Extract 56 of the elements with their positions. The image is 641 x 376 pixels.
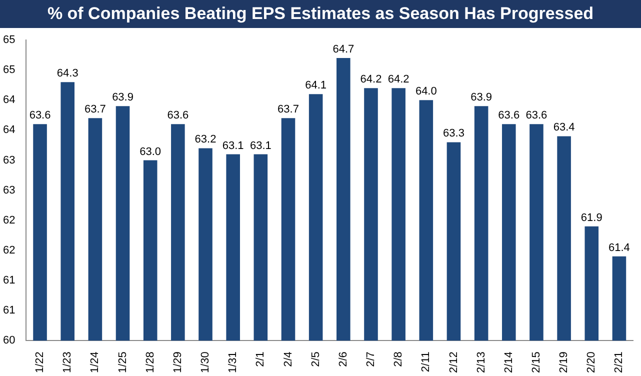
- data-label: 63.2: [194, 134, 216, 146]
- data-label: 63.7: [84, 104, 106, 116]
- x-tick-label: 2/15: [530, 352, 542, 374]
- y-tick-label: 64: [2, 94, 16, 106]
- data-label: 64.3: [56, 68, 78, 80]
- x-tick-label: 2/4: [282, 352, 294, 367]
- data-label: 61.9: [580, 212, 602, 224]
- data-label: 63.7: [278, 104, 299, 116]
- x-tick-label: 1/28: [144, 352, 156, 374]
- y-tick-label: 61: [2, 274, 16, 287]
- data-label: 63.6: [29, 110, 51, 122]
- x-tick-label: 2/8: [392, 352, 405, 367]
- y-tick-label: 60: [2, 334, 16, 347]
- data-label: 64.2: [388, 74, 410, 86]
- data-label: 63.6: [526, 110, 548, 122]
- data-label: 63.1: [250, 140, 272, 152]
- data-label: 63.9: [470, 92, 492, 104]
- y-tick-label: 63: [2, 154, 16, 166]
- y-tick-label: 65: [2, 34, 16, 46]
- x-tick-label: 1/25: [116, 352, 129, 374]
- x-tick-label: 1/31: [227, 352, 240, 374]
- x-tick-label: 2/19: [558, 352, 570, 374]
- x-tick-label: 1/22: [34, 352, 46, 374]
- y-tick-label: 65: [2, 64, 16, 76]
- x-tick-label: 1/29: [172, 352, 184, 374]
- data-label: 63.0: [140, 146, 162, 158]
- x-tick-label: 1/30: [200, 352, 212, 374]
- data-label: 63.6: [167, 110, 189, 122]
- data-label: 63.1: [222, 140, 244, 152]
- chart-title: % of Companies Beating EPS Estimates as Season Has Progressed: [0, 0, 641, 28]
- x-tick-label: 2/6: [337, 352, 350, 367]
- data-label: 61.4: [608, 242, 630, 254]
- data-label: 64.2: [360, 74, 382, 86]
- x-tick-label: 2/1: [254, 352, 267, 367]
- y-tick-label: 62: [2, 244, 16, 256]
- x-tick-label: 2/7: [365, 352, 378, 367]
- x-tick-label: 2/5: [310, 352, 322, 367]
- y-tick-label: 63: [2, 184, 16, 196]
- x-tick-label: 2/12: [448, 352, 460, 374]
- data-label: 63.6: [498, 110, 520, 122]
- y-tick-label: 64: [2, 124, 16, 136]
- data-label: 64.7: [332, 44, 354, 56]
- x-tick-label: 2/21: [613, 352, 626, 374]
- x-tick-label: 1/23: [62, 352, 74, 374]
- y-tick-label: 62: [2, 214, 16, 226]
- data-label: 63.9: [112, 92, 134, 104]
- x-tick-label: 2/13: [475, 352, 488, 374]
- data-label: 64.0: [415, 86, 437, 98]
- data-label: 64.1: [305, 80, 327, 92]
- data-label: 63.4: [553, 122, 575, 134]
- x-tick-label: 2/14: [502, 352, 515, 374]
- data-label: 63.3: [443, 128, 464, 140]
- y-tick-label: 61: [2, 304, 16, 317]
- x-tick-label: 1/24: [89, 352, 102, 374]
- x-tick-label: 2/20: [586, 352, 598, 374]
- x-tick-label: 2/11: [420, 352, 432, 372]
